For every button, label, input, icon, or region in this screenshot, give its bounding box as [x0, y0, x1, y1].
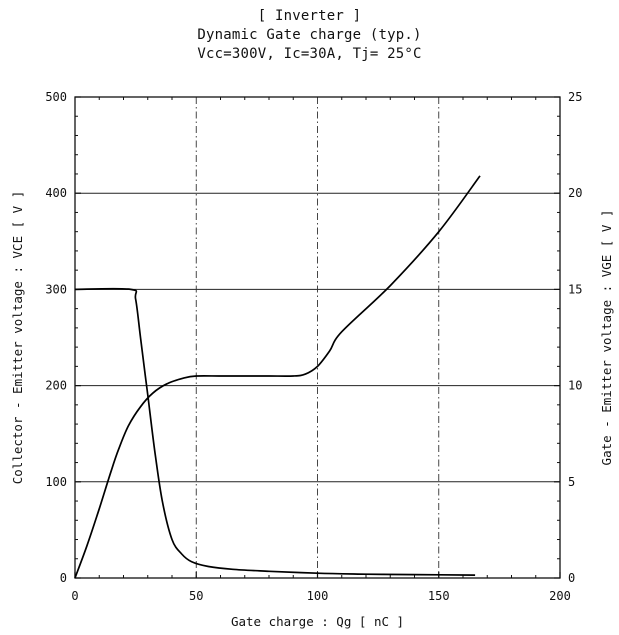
y-axis-label-right: Gate - Emitter voltage : VGE [ V ] — [599, 210, 614, 466]
series-layer — [74, 175, 481, 579]
y-left-tick-label: 0 — [60, 571, 67, 585]
y-right-tick-label: 25 — [568, 90, 582, 104]
chart-title-line-3: Vcc=300V, Ic=30A, Tj= 25°C — [197, 46, 422, 62]
x-tick-label: 200 — [549, 589, 571, 603]
y-left-tick-label: 400 — [45, 186, 67, 200]
x-tick-label: 100 — [307, 589, 329, 603]
y-left-tick-label: 200 — [45, 379, 67, 393]
x-tick-label: 50 — [189, 589, 203, 603]
y-left-tick-label: 300 — [45, 282, 67, 296]
y-left-tick-label: 500 — [45, 90, 67, 104]
y-axis-label-left: Collector - Emitter voltage : VCE [ V ] — [10, 191, 25, 485]
y-left-tick-label: 100 — [45, 475, 67, 489]
grid — [75, 97, 560, 578]
y-right-tick-label: 5 — [568, 475, 575, 489]
x-tick-label: 0 — [71, 589, 78, 603]
chart-title-line-2: Dynamic Gate charge (typ.) — [197, 27, 422, 43]
axis-ticks: 0 100 200 300 400 500 0 5 10 15 20 25 0 50 100 150 200 — [45, 90, 582, 603]
y-right-tick-label: 15 — [568, 282, 582, 296]
y-right-tick-label: 10 — [568, 379, 582, 393]
vge-curve — [74, 175, 481, 579]
y-right-tick-label: 20 — [568, 186, 582, 200]
chart-title-line-1: [ Inverter ] — [257, 8, 362, 24]
vce-curve — [74, 287, 476, 576]
x-tick-label: 150 — [428, 589, 450, 603]
x-axis-label: Gate charge : Qg [ nC ] — [231, 614, 404, 629]
y-right-tick-label: 0 — [568, 571, 575, 585]
